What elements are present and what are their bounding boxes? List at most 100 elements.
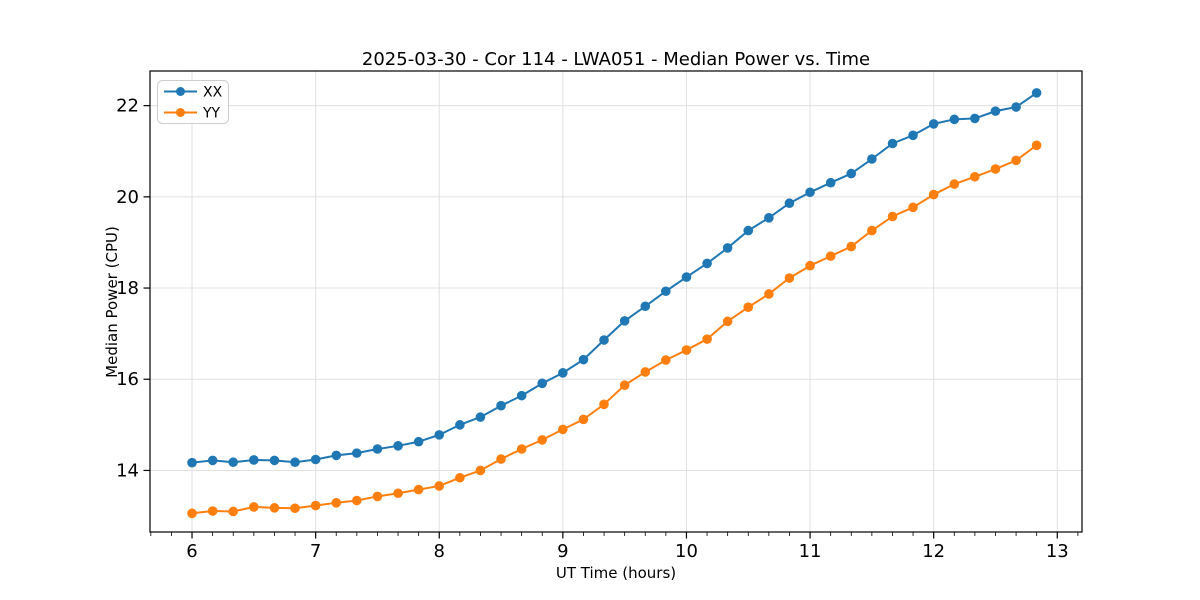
series-yy-marker: [516, 444, 527, 454]
series-xx-marker: [661, 286, 671, 297]
series-yy-marker: [949, 179, 960, 189]
series-xx-marker: [887, 138, 898, 149]
legend-xx-label: XX: [203, 85, 223, 101]
series-xx-marker: [269, 455, 280, 466]
data-series: [187, 88, 1042, 519]
series-xx-marker: [970, 113, 980, 124]
series-xx-marker: [455, 420, 465, 430]
y-axis-label: Median Power (CPU): [103, 226, 121, 378]
legend-yy-marker: [176, 108, 185, 117]
y-tick-label: 18: [116, 278, 139, 299]
series-xx-marker: [537, 378, 548, 389]
x-tick-label: 9: [557, 541, 568, 562]
y-tick-label: 14: [116, 460, 139, 481]
series-xx-marker: [702, 258, 712, 269]
series-yy-marker: [537, 435, 548, 445]
series-yy-marker: [269, 503, 280, 513]
axes: 6 7 8 9 10 11 12 13 14 16 18 20 22: [116, 70, 1083, 562]
series-xx-marker: [1031, 88, 1042, 98]
series-xx-marker: [619, 316, 630, 326]
series-xx-marker: [516, 390, 527, 401]
series-yy-marker: [599, 399, 609, 410]
series-xx-marker: [867, 154, 877, 164]
series-xx-line: [191, 92, 1038, 464]
series-yy-marker: [867, 225, 877, 236]
x-tick-label: 13: [1046, 541, 1069, 562]
series-yy-marker: [475, 465, 486, 476]
series-yy-marker: [434, 481, 445, 491]
series-yy-marker: [207, 506, 218, 516]
series-yy-marker: [619, 380, 630, 390]
series-yy-marker: [702, 334, 712, 344]
series-yy-marker: [393, 488, 403, 499]
x-tick-label: 11: [799, 541, 822, 562]
series-xx-marker: [846, 168, 857, 179]
series-yy-marker: [455, 472, 465, 483]
chart-title: 2025-03-30 - Cor 114 - LWA051 - Median P…: [362, 49, 870, 70]
x-axis-label: UT Time (hours): [556, 564, 676, 582]
x-tick-label: 7: [310, 541, 321, 562]
series-xx-marker: [249, 455, 259, 465]
series-yy-marker: [640, 367, 651, 377]
series-xx-marker: [908, 130, 918, 141]
series-xx-marker: [558, 368, 568, 378]
series-xx-marker: [434, 430, 445, 440]
series-yy-marker: [681, 345, 692, 355]
series-xx-marker: [805, 187, 815, 198]
series-xx-marker: [722, 243, 733, 253]
series-xx-marker: [413, 436, 424, 447]
series-xx-marker: [949, 114, 960, 125]
series-xx-marker: [599, 335, 609, 345]
series-xx-marker: [578, 354, 589, 365]
series-yy-marker: [846, 241, 857, 252]
y-tick-label: 22: [116, 96, 139, 117]
series-xx-marker: [640, 301, 651, 312]
series-yy-marker: [661, 355, 671, 365]
series-yy-marker: [187, 508, 197, 519]
series-yy-marker: [578, 414, 589, 425]
legend-xx-marker: [176, 87, 185, 96]
series-xx-marker: [764, 213, 774, 223]
series-yy-marker: [805, 260, 815, 271]
series-yy-marker: [413, 484, 424, 495]
series-xx-marker: [187, 457, 197, 468]
legend: XX YY: [157, 80, 229, 124]
series-xx-marker: [825, 177, 836, 188]
series-yy-marker: [970, 171, 980, 182]
series-xx-marker: [1011, 102, 1021, 112]
series-xx-marker: [784, 198, 795, 209]
x-tick-label: 6: [186, 541, 197, 562]
series-yy-marker: [1011, 155, 1021, 166]
series-xx-marker: [475, 412, 486, 422]
series-xx-marker: [290, 457, 300, 468]
x-tick-label: 10: [675, 541, 698, 562]
series-xx-marker: [496, 400, 506, 411]
series-xx-marker: [228, 457, 238, 468]
series-yy-marker: [764, 289, 774, 299]
series-yy-marker: [496, 454, 506, 464]
series-yy-marker: [372, 491, 383, 502]
series-xx-marker: [310, 454, 321, 465]
series-yy-marker: [558, 424, 568, 435]
series-yy-marker: [784, 273, 795, 283]
x-tick-label: 12: [922, 541, 945, 562]
series-yy-marker: [743, 302, 754, 312]
series-yy-marker: [908, 202, 918, 213]
series-xx-marker: [681, 272, 692, 282]
series-yy-marker: [290, 503, 300, 514]
series-yy-marker: [228, 506, 238, 517]
series-yy-marker: [1031, 140, 1042, 151]
series-yy-marker: [990, 164, 1001, 174]
series-yy-marker: [722, 316, 733, 327]
plot-border: [149, 70, 1083, 533]
series-xx-marker: [990, 106, 1001, 116]
y-tick-label: 16: [116, 369, 139, 390]
series-yy-marker: [887, 211, 898, 222]
series-xx-marker: [331, 450, 342, 461]
y-tick-label: 20: [116, 187, 139, 208]
legend-yy-label: YY: [202, 106, 221, 122]
series-yy-marker: [351, 495, 362, 506]
series-xx-marker: [928, 119, 939, 129]
